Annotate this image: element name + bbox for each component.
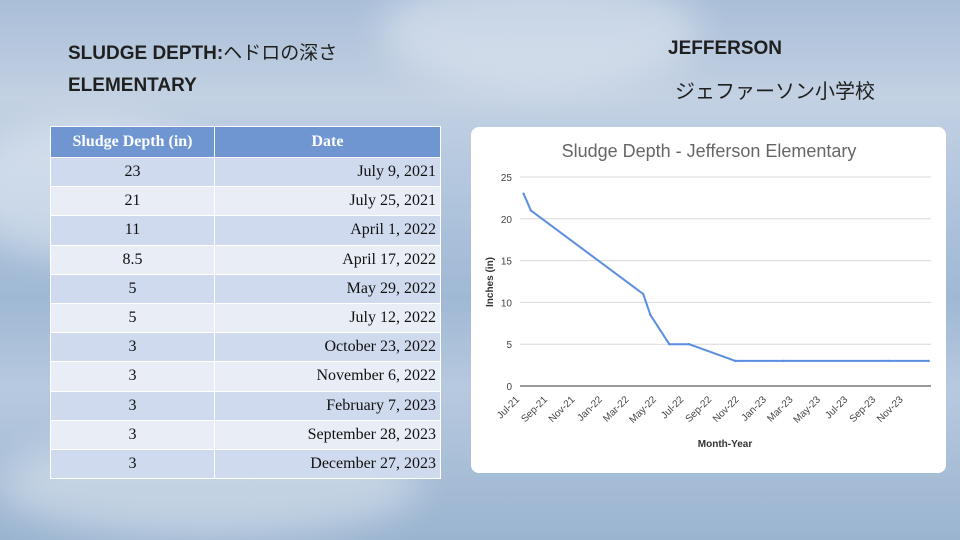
y-tick-label: 0 <box>506 382 512 393</box>
data-point <box>529 209 532 212</box>
data-point <box>642 292 645 296</box>
table-header-row: Sludge Depth (in) Date <box>50 126 441 158</box>
x-tick-label: May-22 <box>627 394 659 426</box>
table-row: 21 July 25, 2021 <box>50 186 441 217</box>
table-row: 3 September 28, 2023 <box>50 419 441 450</box>
x-tick-label: May-23 <box>792 394 824 426</box>
table-row: 8.5 April 17, 2022 <box>50 244 441 275</box>
depth-cell: 8.5 <box>50 244 215 275</box>
date-cell: July 25, 2021 <box>214 186 441 217</box>
date-cell: July 9, 2021 <box>214 156 441 188</box>
data-point <box>687 343 691 346</box>
date-cell: February 7, 2023 <box>214 390 441 421</box>
table-row: 5 May 29, 2022 <box>50 273 441 304</box>
depth-cell: 3 <box>50 390 215 421</box>
date-cell: October 23, 2022 <box>214 332 441 363</box>
x-tick-label: Jan-22 <box>575 394 605 424</box>
title-left-text: SLUDGE DEPTH: <box>68 43 224 64</box>
y-axis-label: Inches (in) <box>485 257 496 307</box>
x-tick-label: Mar-23 <box>765 394 795 424</box>
x-tick-label: Jan-23 <box>740 394 770 424</box>
y-tick-label: 20 <box>501 215 513 226</box>
y-tick-label: 25 <box>501 173 513 184</box>
table-row: 3 November 6, 2022 <box>50 361 441 392</box>
data-point <box>887 359 890 363</box>
school-name: JEFFERSON <box>668 38 783 59</box>
page-title-line2: ELEMENTARY <box>68 75 197 96</box>
x-tick-label: Sep-22 <box>684 394 715 425</box>
x-tick-label: Sep-21 <box>519 394 550 425</box>
depth-cell: 3 <box>50 419 215 450</box>
data-point <box>668 343 671 346</box>
date-cell: April 1, 2022 <box>214 215 441 246</box>
column-header-date: Date <box>214 126 441 158</box>
series-layer <box>522 192 930 363</box>
table-row: 11 April 1, 2022 <box>50 215 441 246</box>
y-tick-label: 10 <box>501 298 513 309</box>
page-title-line1: SLUDGE DEPTH:ヘドロの深さ <box>68 38 337 65</box>
data-point <box>649 313 652 317</box>
data-point <box>740 359 743 363</box>
chart-title: Sludge Depth - Jefferson Elementary <box>562 141 857 161</box>
depth-cell: 3 <box>50 361 215 392</box>
x-tick-label: Sep-23 <box>848 394 879 425</box>
depth-cell: 5 <box>50 302 215 334</box>
x-tick-label: Nov-23 <box>875 394 906 425</box>
data-point <box>734 359 737 363</box>
y-tick-label: 5 <box>506 340 512 351</box>
depth-cell: 3 <box>50 448 215 480</box>
x-tick-label: Nov-21 <box>547 394 578 425</box>
depth-cell: 3 <box>50 332 215 363</box>
column-header-depth: Sludge Depth (in) <box>50 126 215 158</box>
table-row: 23 July 9, 2021 <box>50 156 441 188</box>
table-row: 3 December 27, 2023 <box>50 448 441 480</box>
title-left-jp: ヘドロの深さ <box>223 42 338 64</box>
depth-cell: 11 <box>50 215 215 246</box>
table-row: 3 February 7, 2023 <box>50 390 441 421</box>
grid-layer <box>520 176 931 387</box>
school-name-jp: ジェファーソン小学校 <box>675 79 875 103</box>
table-row: 3 October 23, 2022 <box>50 332 441 363</box>
data-point <box>927 359 930 363</box>
date-cell: December 27, 2023 <box>214 448 441 480</box>
table-row: 5 July 12, 2022 <box>50 302 441 334</box>
x-axis-label: Month-Year <box>698 439 753 450</box>
sludge-depth-table: Sludge Depth (in) Date 23 July 9, 2021 21… <box>50 126 441 480</box>
depth-cell: 5 <box>50 273 215 304</box>
date-cell: April 17, 2022 <box>214 244 441 275</box>
depth-cell: 21 <box>50 186 215 217</box>
depth-cell: 23 <box>50 156 215 188</box>
x-tick-label: Mar-22 <box>601 394 631 424</box>
y-tick-label: 15 <box>501 257 513 268</box>
tick-layer: 0510152025Jul-21Sep-21Nov-21Jan-22Mar-22… <box>495 173 906 426</box>
date-cell: July 12, 2022 <box>214 302 441 334</box>
line-chart: Sludge Depth - Jefferson Elementary Inch… <box>485 141 931 450</box>
data-point <box>782 359 785 363</box>
date-cell: May 29, 2022 <box>214 273 441 304</box>
date-cell: November 6, 2022 <box>214 361 441 392</box>
chart-card: Sludge Depth - Jefferson Elementary Inch… <box>471 127 946 473</box>
data-point <box>522 192 525 195</box>
date-cell: September 28, 2023 <box>214 419 441 450</box>
x-tick-label: Nov-22 <box>711 394 742 425</box>
background-cloud <box>380 0 700 90</box>
